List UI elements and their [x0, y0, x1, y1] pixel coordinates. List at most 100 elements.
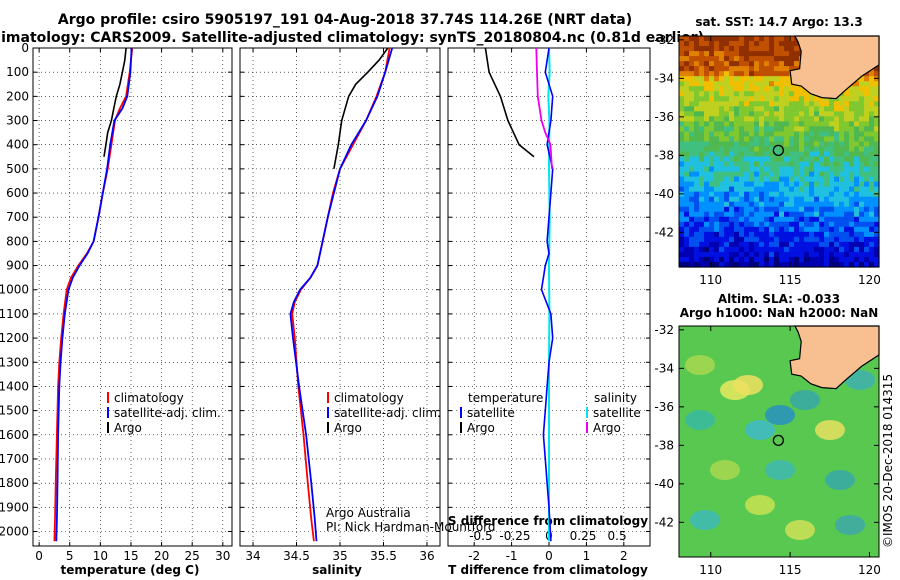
sst-cell: [869, 206, 875, 213]
sst-cell: [724, 216, 730, 223]
sst-cell: [814, 176, 820, 183]
sst-cell: [824, 201, 830, 208]
sst-cell: [734, 191, 740, 198]
sst-cell: [859, 256, 865, 263]
sst-cell: [704, 41, 710, 47]
sst-cell: [814, 141, 820, 148]
sst-cell: [829, 156, 835, 163]
sst-cell: [719, 181, 725, 188]
sst-cell: [839, 146, 845, 153]
sst-cell: [869, 126, 875, 133]
sst-cell: [819, 126, 825, 133]
sst-cell: [704, 156, 710, 163]
sst-cell: [684, 151, 690, 158]
sst-cell: [819, 136, 825, 143]
sst-cell: [769, 156, 775, 163]
sst-cell: [719, 256, 725, 263]
sst-cell: [684, 171, 690, 178]
sst-cell: [744, 231, 750, 238]
sst-cell: [869, 226, 875, 233]
sst-cell: [734, 241, 740, 248]
sst-cell: [729, 121, 735, 127]
sst-cell: [874, 111, 880, 117]
sst-cell: [794, 141, 800, 148]
sst-cell: [764, 106, 770, 112]
sst-cell: [739, 241, 745, 248]
sst-cell: [764, 146, 770, 153]
sst-cell: [849, 231, 855, 238]
sst-cell: [789, 96, 795, 102]
sst-cell: [729, 201, 735, 208]
sst-cell: [854, 116, 860, 122]
sst-cell: [704, 81, 710, 87]
sst-cell: [764, 111, 770, 117]
sst-cell: [694, 256, 700, 263]
sst-cell: [874, 201, 880, 208]
tick-label-y: 900: [6, 259, 29, 273]
sst-cell: [699, 46, 705, 52]
sst-cell: [814, 126, 820, 133]
sst-cell: [739, 256, 745, 263]
sst-cell: [679, 121, 685, 127]
sst-cell: [869, 181, 875, 188]
sst-cell: [874, 66, 880, 72]
sst-cell: [694, 86, 700, 92]
sst-cell: [734, 76, 740, 82]
sst-cell: [739, 221, 745, 228]
sst-cell: [794, 151, 800, 158]
sst-cell: [779, 226, 785, 233]
sst-cell: [819, 171, 825, 178]
sst-cell: [699, 161, 705, 168]
sst-cell: [794, 61, 800, 67]
sst-cell: [694, 61, 700, 67]
tick-label-x: 0: [35, 549, 43, 563]
sst-cell: [709, 141, 715, 148]
sst-cell: [784, 251, 790, 258]
sst-cell: [784, 131, 790, 138]
sst-cell: [754, 66, 760, 72]
sst-cell: [869, 166, 875, 173]
sst-cell: [709, 36, 715, 42]
sst-cell: [819, 236, 825, 243]
sst-cell: [874, 126, 880, 133]
sst-cell: [819, 261, 825, 268]
sst-cell: [749, 101, 755, 107]
sst-cell: [719, 201, 725, 208]
sst-cell: [864, 181, 870, 188]
sst-cell: [839, 176, 845, 183]
sst-cell: [699, 196, 705, 203]
sst-cell: [794, 241, 800, 248]
sst-cell: [804, 216, 810, 223]
sst-cell: [714, 76, 720, 82]
sst-cell: [729, 151, 735, 158]
sst-cell: [774, 66, 780, 72]
sst-cell: [729, 196, 735, 203]
sst-cell: [714, 186, 720, 193]
sst-cell: [724, 91, 730, 97]
sst-cell: [794, 166, 800, 173]
sst-cell: [769, 61, 775, 67]
sst-cell: [694, 201, 700, 208]
sst-cell: [789, 261, 795, 268]
sst-cell: [744, 196, 750, 203]
sst-cell: [774, 86, 780, 92]
sst-cell: [839, 226, 845, 233]
sst-cell: [854, 81, 860, 87]
sst-cell: [814, 251, 820, 258]
sst-cell: [789, 211, 795, 218]
sst-cell: [864, 91, 870, 97]
sst-cell: [824, 166, 830, 173]
sst-cell: [689, 161, 695, 168]
sst-cell: [814, 196, 820, 203]
sst-cell: [774, 131, 780, 138]
sst-cell: [709, 181, 715, 188]
tick-label-x: 115: [779, 273, 802, 287]
sst-cell: [714, 201, 720, 208]
sst-cell: [724, 36, 730, 42]
sst-cell: [754, 61, 760, 67]
sst-cell: [779, 221, 785, 228]
sst-cell: [794, 96, 800, 102]
sst-cell: [784, 231, 790, 238]
sst-cell: [754, 156, 760, 163]
sst-cell: [749, 116, 755, 122]
